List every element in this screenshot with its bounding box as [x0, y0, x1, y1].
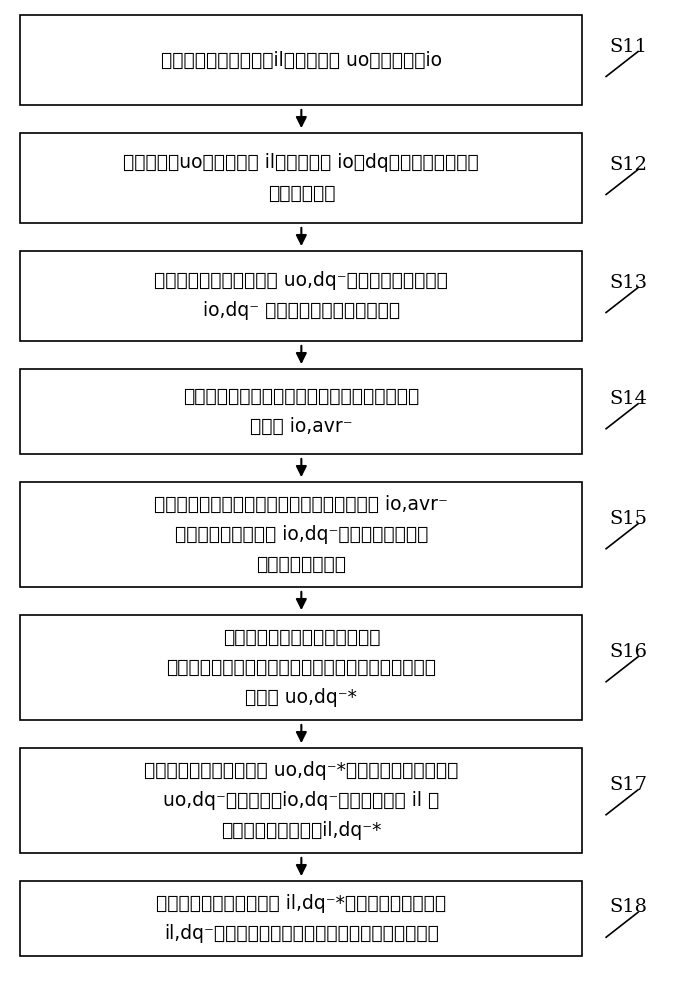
Text: il,dq⁻计算逆变器包含负序补偿电压值的调制电压值: il,dq⁻计算逆变器包含负序补偿电压值的调制电压值	[164, 924, 439, 943]
Bar	[20, 881, 582, 956]
Text: 获取微电网中所有逆变器的输出电流负序分量的: 获取微电网中所有逆变器的输出电流负序分量的	[183, 387, 419, 406]
Text: 负序电压补偿矢量进行叠加得到逆变器的负序电压补偿: 负序电压补偿矢量进行叠加得到逆变器的负序电压补偿	[166, 658, 437, 677]
Text: 利用负序电压实际测量值 uo,dq⁻和输出电流负序矢量: 利用负序电压实际测量值 uo,dq⁻和输出电流负序矢量	[155, 271, 448, 290]
Bar	[20, 482, 582, 587]
Text: 获取逆变器的滤波电流⁠il⁠、输出电压 uo和输出电流io: 获取逆变器的滤波电流⁠il⁠、输出电压 uo和输出电流io	[161, 50, 442, 70]
Text: 利用比例控制器、输出电流负序矢量的平均值 io,avr⁻: 利用比例控制器、输出电流负序矢量的平均值 io,avr⁻	[155, 495, 448, 514]
Bar	[20, 133, 582, 223]
Text: 将第一负序电压补偿矢量和第二: 将第一负序电压补偿矢量和第二	[223, 628, 380, 647]
Bar	[20, 748, 582, 853]
Text: S11: S11	[609, 38, 648, 56]
Text: S12: S12	[609, 156, 648, 174]
Text: S13: S13	[609, 274, 648, 292]
Bar	[20, 615, 582, 720]
Text: S15: S15	[609, 510, 648, 528]
Text: S18: S18	[609, 898, 648, 916]
Text: io,dq⁻ 计算第一负序电压补偿矢量: io,dq⁻ 计算第一负序电压补偿矢量	[203, 302, 400, 320]
Text: uo,dq⁻和电流矢量io,dq⁻计算滤波电流 il 的: uo,dq⁻和电流矢量io,dq⁻计算滤波电流 il 的	[163, 791, 439, 810]
Bar	[20, 15, 582, 105]
Text: S17: S17	[609, 776, 648, 794]
Text: 和输出电流负序矢量 io,dq⁻计算逆变器的第二: 和输出电流负序矢量 io,dq⁻计算逆变器的第二	[174, 525, 428, 544]
Text: 负序滤波电流参考量il,dq⁻*: 负序滤波电流参考量il,dq⁻*	[221, 821, 381, 840]
Bar	[20, 251, 582, 341]
Text: 利用负序滤波电流参考量 il,dq⁻*和滤波电流负序矢量: 利用负序滤波电流参考量 il,dq⁻*和滤波电流负序矢量	[156, 894, 447, 913]
Text: 平均值 io,avr⁻: 平均值 io,avr⁻	[250, 417, 353, 436]
Text: 依据负序电压补偿参考值 uo,dq⁻*、负序电压实际测量值: 依据负序电压补偿参考值 uo,dq⁻*、负序电压实际测量值	[144, 761, 458, 780]
Text: S14: S14	[609, 390, 648, 408]
Text: S16: S16	[609, 643, 648, 661]
Text: 分别进行解耦: 分别进行解耦	[268, 184, 335, 203]
Text: 参考值 uo,dq⁻*: 参考值 uo,dq⁻*	[245, 688, 358, 707]
Text: 对输出电压uo、滤波电流 il和输出电流 io在dq两相旋转坐标系下: 对输出电压uo、滤波电流 il和输出电流 io在dq两相旋转坐标系下	[123, 153, 479, 172]
Text: 负序电压补偿矢量: 负序电压补偿矢量	[256, 555, 347, 574]
Bar	[20, 369, 582, 454]
